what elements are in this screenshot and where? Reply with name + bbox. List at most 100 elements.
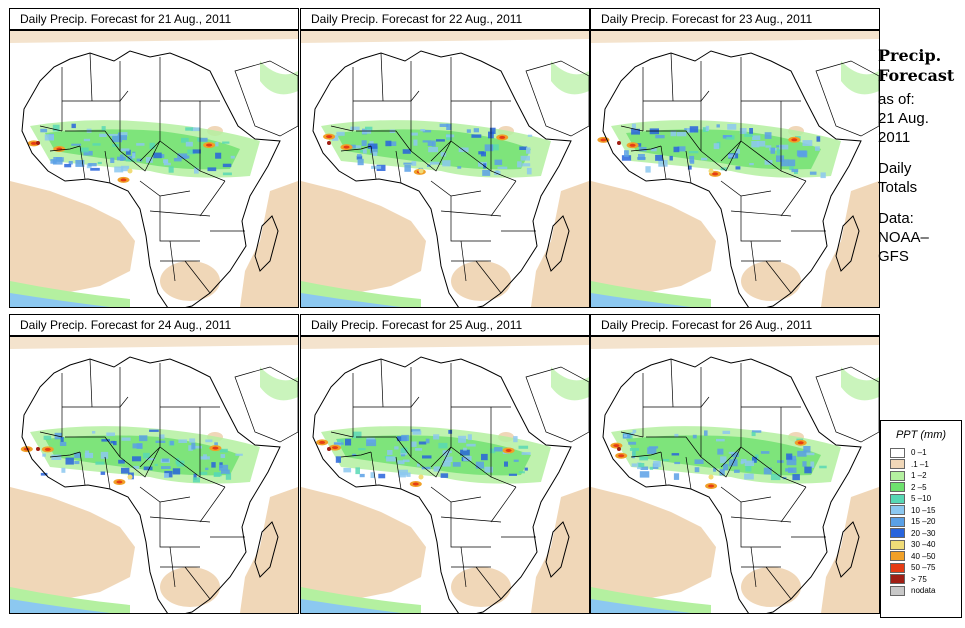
- rain-cell: [220, 454, 226, 458]
- rain-cell: [819, 465, 827, 469]
- rain-cell: [110, 440, 115, 444]
- country-border: [730, 210, 792, 217]
- precip-band: [10, 599, 110, 613]
- rain-cell: [745, 465, 752, 472]
- legend-swatch: [890, 505, 905, 516]
- rain-cell: [188, 445, 193, 451]
- dry-region: [10, 31, 298, 43]
- rain-cell: [728, 451, 736, 454]
- precip-band: [841, 61, 879, 95]
- rain-cell: [386, 456, 396, 462]
- rain-cell: [631, 123, 636, 130]
- rain-cell: [649, 466, 654, 470]
- country-border: [646, 130, 702, 152]
- data-label: Data:: [878, 210, 914, 227]
- rain-cell: [471, 134, 482, 138]
- legend-label: 40 –50: [911, 551, 936, 561]
- heavy-rain: [708, 474, 714, 480]
- dry-region: [741, 567, 801, 607]
- rain-cell: [365, 126, 373, 131]
- dry-region: [591, 337, 879, 349]
- rain-cell: [628, 441, 637, 445]
- rain-cell: [230, 155, 235, 159]
- rain-cell: [350, 144, 356, 149]
- rain-cell: [816, 136, 821, 142]
- legend-label: 15 –20: [911, 517, 936, 527]
- heavy-rain: [327, 447, 331, 451]
- rain-cell: [161, 154, 165, 158]
- rain-cell: [482, 169, 491, 176]
- rain-cell: [786, 458, 797, 466]
- rain-cell: [701, 157, 708, 161]
- country-border: [89, 52, 93, 102]
- legend-swatch: [890, 551, 905, 562]
- rain-cell: [360, 149, 364, 153]
- rain-cell: [389, 141, 397, 146]
- rain-cell: [789, 166, 794, 171]
- rain-cell: [403, 162, 413, 165]
- coastline: [21, 50, 281, 307]
- dry-region: [301, 31, 589, 43]
- rain-cell: [655, 154, 663, 161]
- rain-cell: [756, 140, 766, 147]
- country-border: [62, 396, 129, 408]
- rain-cell: [494, 159, 503, 165]
- rain-cell: [118, 459, 125, 464]
- rain-cell: [670, 130, 677, 137]
- heavy-rain: [499, 135, 506, 139]
- rain-cell: [671, 453, 680, 456]
- rain-cell: [225, 472, 232, 480]
- rain-cell: [53, 157, 62, 160]
- dry-region: [821, 181, 879, 307]
- map-canvas: [591, 337, 879, 613]
- country-border: [780, 180, 807, 217]
- panel-title: Daily Precip. Forecast for 21 Aug., 2011: [9, 8, 299, 30]
- rain-cell: [433, 434, 440, 440]
- rain-cell: [734, 469, 740, 473]
- rain-cell: [806, 452, 815, 456]
- rain-cell: [763, 467, 772, 475]
- country-border: [780, 486, 807, 523]
- rain-cell: [159, 434, 165, 439]
- legend-row: 30 –40: [890, 539, 961, 551]
- map-canvas: [301, 31, 589, 307]
- rain-cell: [363, 148, 367, 154]
- precip-band: [260, 61, 298, 95]
- country-border: [79, 145, 86, 180]
- rain-cell: [359, 473, 365, 478]
- rain-cell: [125, 159, 135, 162]
- rain-cell: [457, 166, 462, 169]
- rain-cell: [106, 432, 115, 437]
- heavy-rain: [332, 446, 338, 450]
- rain-cell: [524, 467, 528, 471]
- rain-cell: [802, 461, 807, 467]
- rain-cell: [673, 473, 680, 480]
- madagascar-outline: [835, 215, 860, 272]
- rain-cell: [752, 456, 757, 463]
- rain-cell: [655, 135, 665, 139]
- rain-cell: [197, 137, 201, 142]
- heading-line-2: Forecast: [878, 66, 955, 85]
- rain-cell: [177, 153, 188, 159]
- heavy-rain: [505, 449, 512, 452]
- as-of-label: as of:: [878, 91, 915, 108]
- rain-cell: [51, 454, 62, 460]
- rain-cell: [442, 160, 451, 167]
- rain-cell: [624, 434, 628, 438]
- rain-cell: [394, 446, 399, 450]
- rain-cell: [463, 455, 472, 461]
- country-border: [643, 396, 710, 408]
- rain-cell: [422, 140, 432, 143]
- dry-region: [531, 487, 589, 613]
- rain-cell: [416, 463, 421, 467]
- country-border: [49, 451, 81, 458]
- rain-cell: [639, 147, 647, 152]
- country-border: [370, 145, 377, 180]
- heavy-rain: [36, 141, 40, 145]
- rain-cell: [333, 442, 344, 445]
- rain-cell: [751, 432, 756, 437]
- precip-band: [551, 367, 589, 401]
- precip-map: [300, 336, 590, 614]
- country-border: [450, 446, 517, 488]
- precip-band: [301, 599, 401, 613]
